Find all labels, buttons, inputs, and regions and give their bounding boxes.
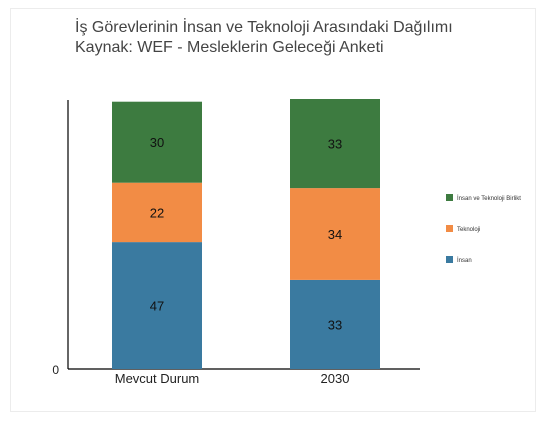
legend-label: İnsan ve Teknoloji Birlikt — [457, 195, 521, 202]
data-label: 47 — [150, 299, 164, 314]
legend-label: İnsan — [457, 257, 472, 264]
chart-frame — [10, 8, 536, 412]
bars-group: 47 22 30 33 34 33 — [112, 99, 380, 369]
legend-label: Teknoloji — [457, 227, 480, 233]
legend-swatch — [446, 225, 453, 232]
data-label: 22 — [150, 205, 164, 220]
y-tick-labels: 0 — [52, 363, 59, 377]
legend-swatch — [446, 194, 453, 201]
data-label: 33 — [328, 317, 342, 332]
chart-subtitle: Kaynak: WEF - Mesleklerin Geleceği Anket… — [75, 39, 384, 56]
x-tick-label: Mevcut Durum — [115, 371, 200, 386]
data-label: 30 — [150, 135, 164, 150]
bar-segment — [112, 182, 202, 243]
y-tick-label: 0 — [52, 363, 59, 377]
data-label: 34 — [328, 227, 342, 242]
bar-segment — [290, 188, 380, 280]
chart-title: İş Görevlerinin İnsan ve Teknoloji Arası… — [75, 19, 453, 36]
x-tick-labels: Mevcut Durum 2030 — [115, 371, 350, 386]
bar-segment — [290, 279, 380, 369]
bar-segment — [290, 99, 380, 189]
data-label: 33 — [328, 137, 342, 152]
legend-swatch — [446, 256, 453, 263]
bar-segment — [112, 242, 202, 369]
x-tick-label: 2030 — [321, 371, 350, 386]
legend: İnsan ve Teknoloji Birlikt Teknoloji İnsan — [446, 194, 521, 264]
bar-segment — [112, 101, 202, 183]
